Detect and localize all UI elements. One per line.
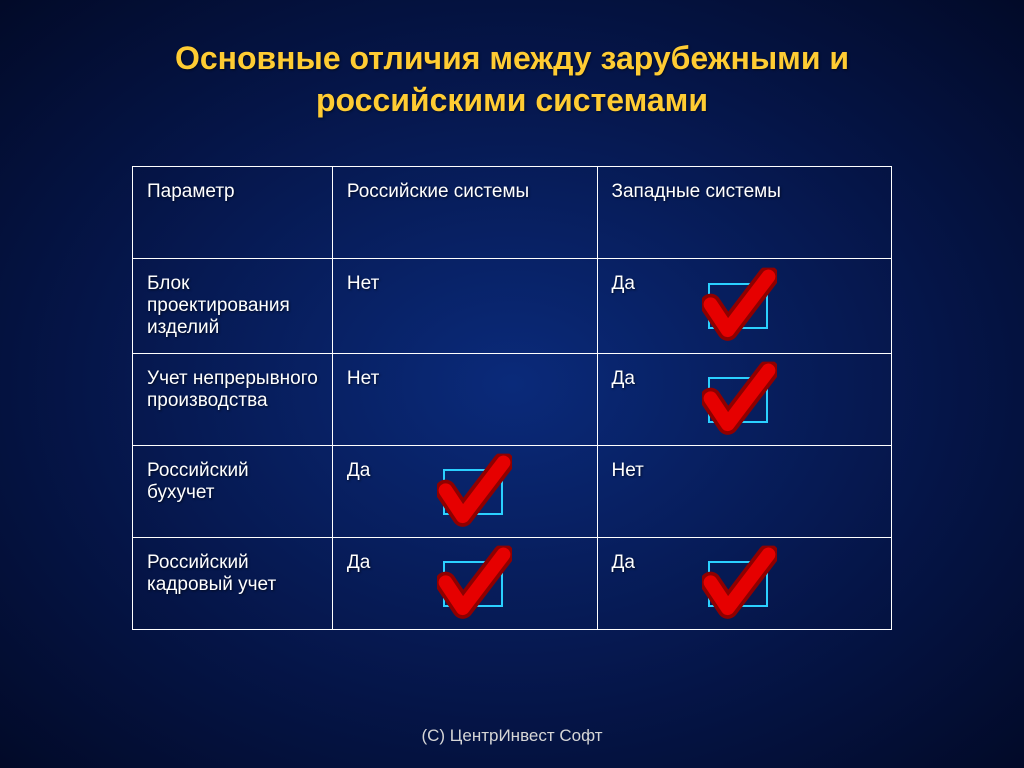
table-row: Российский бухучетДаНет bbox=[133, 446, 892, 538]
param-cell: Российский бухучет bbox=[133, 446, 333, 538]
slide-title: Основные отличия между зарубежными и рос… bbox=[0, 0, 1024, 121]
checkbox-frame bbox=[708, 283, 768, 329]
param-cell: Учет непрерывного производства bbox=[133, 354, 333, 446]
russian-cell: Да bbox=[332, 446, 597, 538]
title-line2: российскими системами bbox=[316, 82, 708, 118]
table-row: Учет непрерывного производстваНетДа bbox=[133, 354, 892, 446]
header-russian: Российские системы bbox=[332, 167, 597, 259]
russian-cell: Да bbox=[332, 538, 597, 630]
checkbox-frame bbox=[708, 561, 768, 607]
header-western: Западные системы bbox=[597, 167, 892, 259]
western-cell: Нет bbox=[597, 446, 892, 538]
russian-cell: Нет bbox=[332, 259, 597, 354]
western-cell: Да bbox=[597, 354, 892, 446]
title-line1: Основные отличия между зарубежными и bbox=[175, 40, 849, 76]
checkbox-frame bbox=[708, 377, 768, 423]
comparison-table-container: Параметр Российские системы Западные сис… bbox=[132, 166, 892, 630]
footer-copyright: (С) ЦентрИнвест Софт bbox=[0, 726, 1024, 746]
russian-cell: Нет bbox=[332, 354, 597, 446]
checkbox-frame bbox=[443, 561, 503, 607]
table-row: Блок проектирования изделийНетДа bbox=[133, 259, 892, 354]
table-row: Российский кадровый учетДаДа bbox=[133, 538, 892, 630]
western-cell: Да bbox=[597, 538, 892, 630]
header-param: Параметр bbox=[133, 167, 333, 259]
table-header-row: Параметр Российские системы Западные сис… bbox=[133, 167, 892, 259]
param-cell: Блок проектирования изделий bbox=[133, 259, 333, 354]
western-cell: Да bbox=[597, 259, 892, 354]
param-cell: Российский кадровый учет bbox=[133, 538, 333, 630]
checkbox-frame bbox=[443, 469, 503, 515]
comparison-table: Параметр Российские системы Западные сис… bbox=[132, 166, 892, 630]
